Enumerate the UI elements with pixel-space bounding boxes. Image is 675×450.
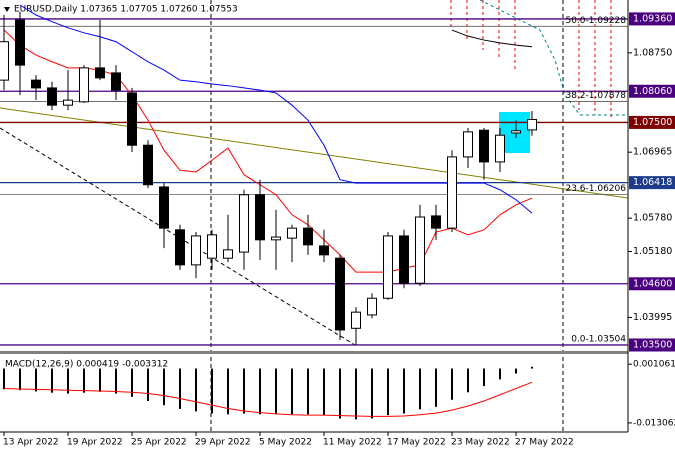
teal-line xyxy=(479,0,628,116)
x-tick-label: 23 May 2022 xyxy=(451,438,510,448)
level-label: 1.07500 xyxy=(633,117,672,128)
candle-body xyxy=(15,19,25,66)
level-label-bg xyxy=(629,338,675,352)
fib-label: 50.0-1.09228 xyxy=(565,16,626,26)
fib-label: 38.2-1.07878 xyxy=(565,91,626,101)
x-tick-label: 27 May 2022 xyxy=(515,438,574,448)
candle-body xyxy=(495,134,505,163)
y-tick-label: 1.05780 xyxy=(633,213,672,224)
candle-body xyxy=(383,235,393,299)
x-tick-label: 29 Apr 2022 xyxy=(195,438,251,448)
candle-body xyxy=(255,194,265,241)
candle-body xyxy=(31,79,41,89)
panel-separator xyxy=(0,351,628,354)
candle-body xyxy=(191,235,201,266)
candle-body xyxy=(303,227,313,246)
moving-average xyxy=(451,29,533,48)
symbol-icon xyxy=(4,7,10,12)
candle-body xyxy=(95,67,105,79)
level-label-bg xyxy=(629,176,675,190)
drawings xyxy=(0,0,629,433)
fib-label: 23.6-1.06206 xyxy=(565,184,626,194)
moving-average xyxy=(3,29,533,273)
x-tick-label: 19 Apr 2022 xyxy=(67,438,123,448)
candle-body xyxy=(223,249,233,259)
candle-body xyxy=(143,144,153,186)
y-tick-label: 1.05180 xyxy=(633,246,672,257)
trend-line xyxy=(0,127,356,346)
candle-body xyxy=(319,245,329,256)
candle-body xyxy=(127,92,137,146)
level-label-bg xyxy=(629,84,675,98)
x-tick-label: 13 Apr 2022 xyxy=(3,438,59,448)
x-tick-label: 25 Apr 2022 xyxy=(131,438,187,448)
y-tick-label: 1.03995 xyxy=(633,312,672,323)
level-label: 1.04600 xyxy=(633,278,672,289)
candle-body xyxy=(0,41,9,81)
candle-body xyxy=(399,235,409,284)
level-label: 1.09360 xyxy=(633,13,672,24)
chart-title: EURUSD,Daily 1.07365 1.07705 1.07260 1.0… xyxy=(14,5,238,15)
x-tick-label: 5 May 2022 xyxy=(259,438,312,448)
candle-body xyxy=(239,194,249,253)
candle-body xyxy=(271,236,281,241)
candle-body xyxy=(415,216,425,284)
y-tick-label: 1.06965 xyxy=(633,147,672,158)
y-tick-label: -0.013062 xyxy=(633,418,675,428)
candle-body xyxy=(527,118,537,131)
candle-body xyxy=(175,229,185,266)
level-label: 1.08060 xyxy=(633,86,672,97)
candle-body xyxy=(79,67,89,103)
candle-body xyxy=(47,87,57,106)
candle-body xyxy=(367,297,377,316)
level-label: 1.03500 xyxy=(633,339,672,350)
level-label-bg xyxy=(629,115,675,129)
candle-body xyxy=(447,156,457,229)
y-tick-label: 0.001061 xyxy=(633,360,675,370)
y-tick-label: 1.08750 xyxy=(633,47,672,58)
candle-body xyxy=(335,257,345,331)
indicator-title: MACD(12,26,9) 0.000419 -0.003312 xyxy=(5,360,168,370)
candle-body xyxy=(159,186,169,229)
x-tick-label: 17 May 2022 xyxy=(387,438,446,448)
level-label: 1.06418 xyxy=(633,177,672,188)
candle-body xyxy=(431,215,441,229)
fib-label: 0.0-1.03504 xyxy=(571,334,626,344)
candle-body xyxy=(511,130,521,134)
candle-body xyxy=(287,227,297,239)
candle-body xyxy=(207,234,217,259)
level-label-bg xyxy=(629,12,675,26)
x-tick-label: 11 May 2022 xyxy=(323,438,382,448)
moving-average xyxy=(19,4,533,214)
candle-body xyxy=(479,129,489,163)
candle-body xyxy=(63,99,73,106)
level-label-bg xyxy=(629,277,675,291)
candle-body xyxy=(463,131,473,158)
candle-body xyxy=(111,72,121,91)
signal-line xyxy=(3,381,533,417)
candle-body xyxy=(351,311,361,329)
